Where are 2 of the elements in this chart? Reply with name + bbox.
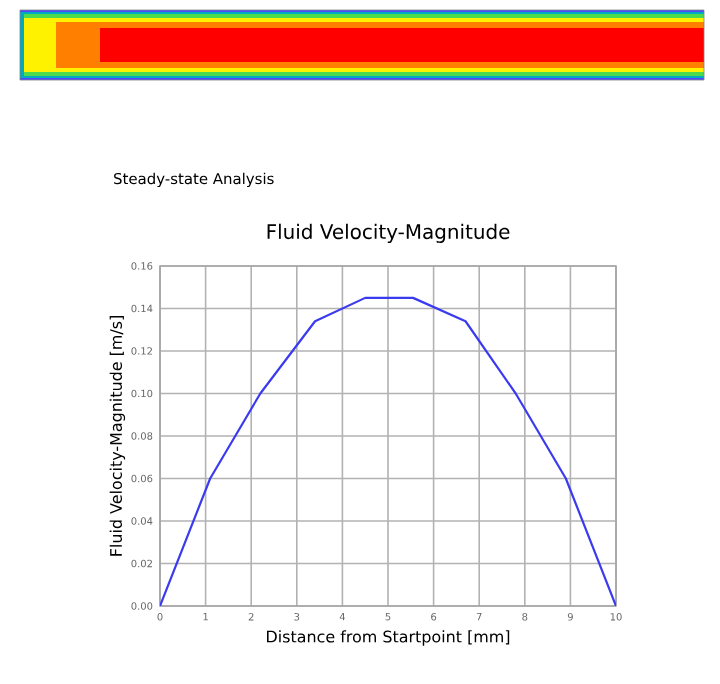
chart-title: Fluid Velocity-Magnitude	[267, 223, 510, 244]
line-series	[160, 296, 617, 606]
